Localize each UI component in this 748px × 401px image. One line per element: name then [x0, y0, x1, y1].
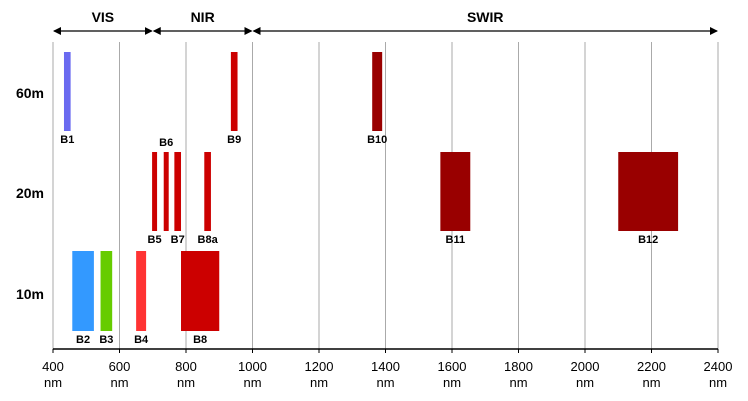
region-label-swir: SWIR: [467, 9, 504, 25]
band-bar-b4: [136, 251, 147, 331]
bar-layer: B1 B9 B10 B5 B6 B7 B8a B11 B12 B2 B3 B4 B8: [60, 52, 679, 346]
x-tick-unit-800: nm: [177, 375, 195, 390]
x-tick-label-1800: 1800: [504, 359, 533, 374]
row-label-60m: 60m: [16, 85, 44, 101]
band-label-b1: B1: [60, 134, 74, 146]
x-tick-label-2400: 2400: [704, 359, 733, 374]
band-label-b7: B7: [171, 234, 185, 246]
x-tick-unit-2200: nm: [642, 375, 660, 390]
band-label-b5: B5: [148, 234, 162, 246]
band-label-b8: B8: [193, 334, 207, 346]
band-bar-b9: [230, 52, 238, 131]
band-bar-b1: [63, 52, 71, 131]
band-bar-b2: [72, 251, 94, 331]
region-label-nir: NIR: [191, 9, 215, 25]
x-tick-unit-1600: nm: [443, 375, 461, 390]
band-label-b10: B10: [367, 134, 387, 146]
x-tick-label-800: 800: [175, 359, 197, 374]
band-label-b11: B11: [446, 234, 466, 246]
band-label-b12: B12: [638, 234, 658, 246]
x-tick-unit-2400: nm: [709, 375, 727, 390]
band-label-b9: B9: [227, 134, 241, 146]
x-tick-unit-400: nm: [44, 375, 62, 390]
x-tick-unit-600: nm: [110, 375, 128, 390]
region-label-vis: VIS: [92, 9, 115, 25]
band-label-b2: B2: [76, 334, 90, 346]
band-bar-b11: [440, 152, 471, 231]
band-label-b8a: B8a: [198, 234, 219, 246]
x-tick-label-1400: 1400: [371, 359, 400, 374]
band-bar-b8: [181, 251, 220, 331]
band-bar-b12: [618, 152, 679, 231]
band-bar-b5: [152, 152, 158, 231]
x-tick-label-2000: 2000: [571, 359, 600, 374]
region-layer: VIS NIR SWIR: [53, 9, 718, 35]
band-bar-b8a: [204, 152, 211, 231]
x-tick-label-1000: 1000: [238, 359, 267, 374]
x-tick-unit-1000: nm: [243, 375, 261, 390]
row-label-20m: 20m: [16, 185, 44, 201]
band-bar-b3: [100, 251, 113, 331]
x-tick-unit-1400: nm: [376, 375, 394, 390]
x-tick-unit-1800: nm: [509, 375, 527, 390]
x-tick-label-600: 600: [109, 359, 131, 374]
band-label-b3: B3: [99, 334, 113, 346]
x-tick-label-1600: 1600: [438, 359, 467, 374]
x-tick-unit-1200: nm: [310, 375, 328, 390]
row-label-10m: 10m: [16, 286, 44, 302]
x-tick-label-400: 400: [42, 359, 64, 374]
axis-layer: 60m20m10m400nm600nm800nm1000nm1200nm1400…: [16, 85, 732, 390]
x-tick-unit-2000: nm: [576, 375, 594, 390]
band-bar-b7: [174, 152, 182, 231]
x-tick-label-2200: 2200: [637, 359, 666, 374]
x-tick-label-1200: 1200: [305, 359, 334, 374]
band-label-b6: B6: [159, 137, 173, 149]
band-label-b4: B4: [134, 334, 149, 346]
band-bar-b6: [163, 152, 169, 231]
band-bar-b10: [372, 52, 383, 131]
